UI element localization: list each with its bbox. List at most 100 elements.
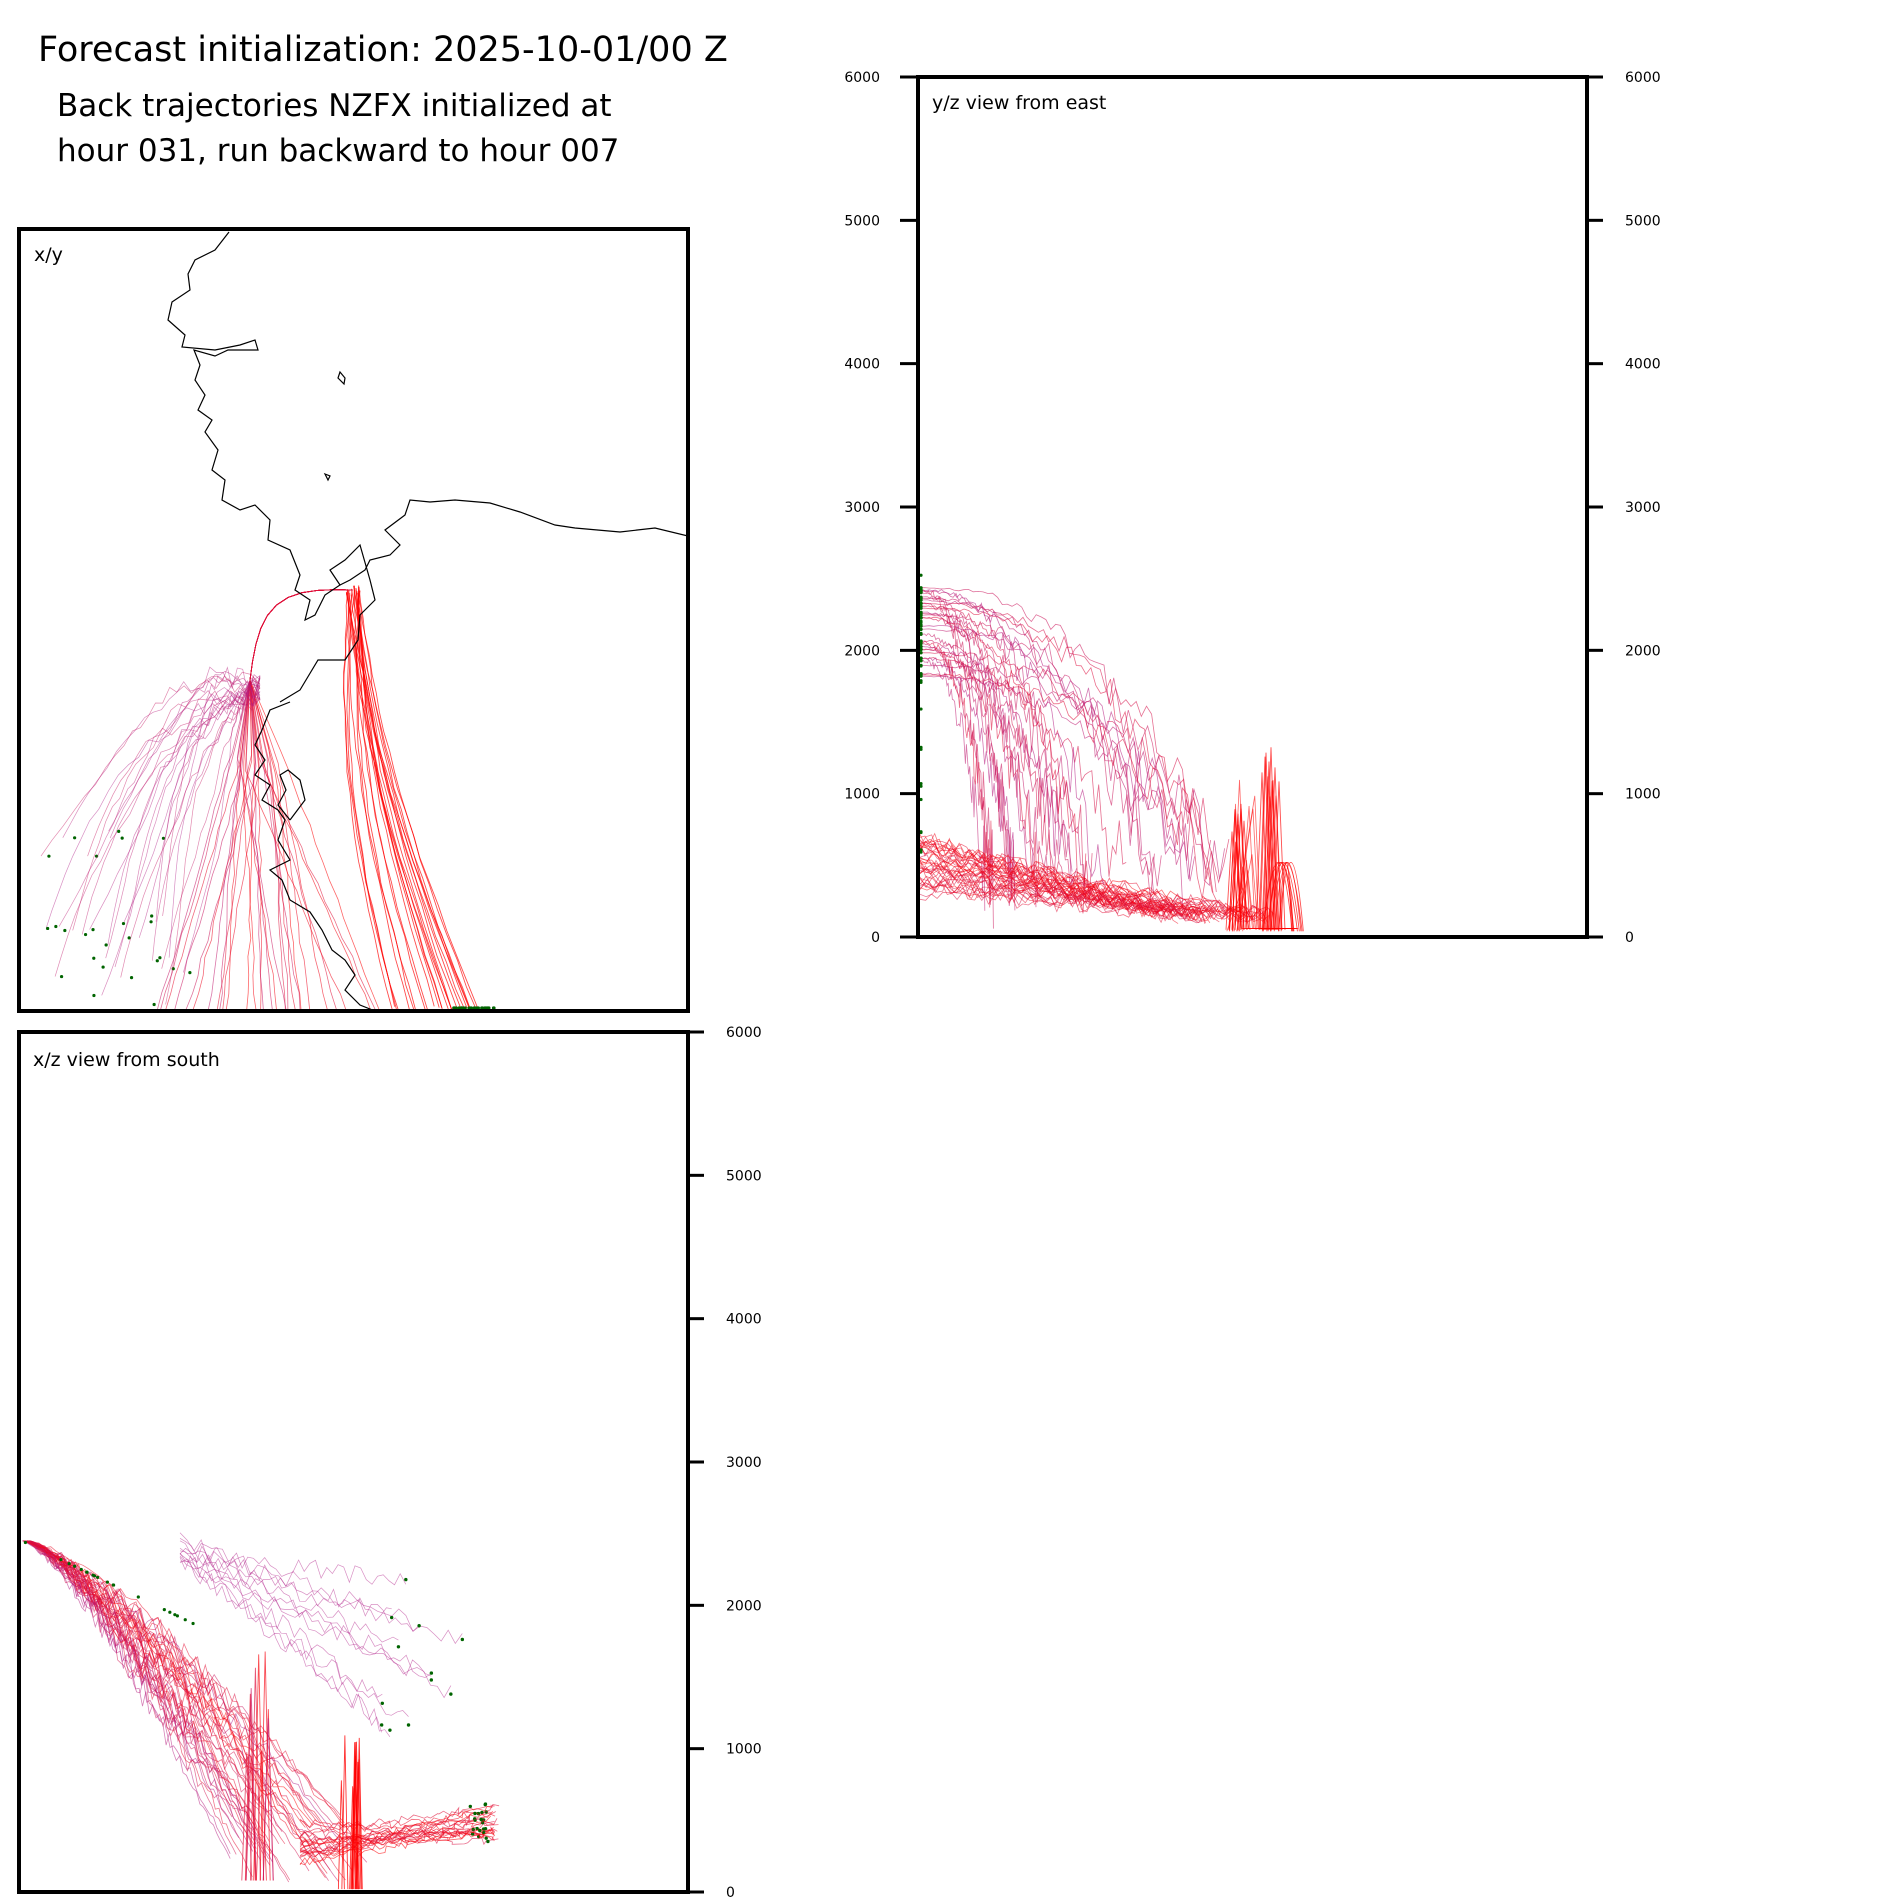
yz-endpoint bbox=[919, 659, 923, 663]
xz-axis-ticks: 0 1000 2000 3000 4000 5000 6000 bbox=[688, 1025, 762, 1900]
yz-endpoint bbox=[919, 613, 923, 617]
yz-trajectory-line bbox=[919, 587, 1211, 870]
xy-endpoint bbox=[472, 1006, 476, 1010]
xy-trajectory-line bbox=[138, 675, 261, 938]
yz-tick-label: 2000 bbox=[1625, 643, 1661, 659]
xz-spike bbox=[337, 1780, 345, 1890]
xy-endpoint bbox=[101, 965, 105, 969]
xz-endpoint bbox=[396, 1645, 401, 1649]
xz-trajectory-line bbox=[299, 1804, 495, 1837]
xy-trajectory-line bbox=[168, 690, 261, 958]
xz-endpoint bbox=[470, 1832, 475, 1836]
xz-endpoint bbox=[23, 1540, 28, 1545]
yz-left-tick-label: 4000 bbox=[844, 357, 880, 373]
xz-tick-label: 4000 bbox=[726, 1312, 762, 1328]
yz-trajectory-line bbox=[919, 640, 993, 908]
yz-endpoint bbox=[919, 610, 923, 615]
xz-spike bbox=[341, 1735, 349, 1890]
island-1 bbox=[337, 370, 346, 386]
xy-panel-title: x/y bbox=[34, 244, 63, 266]
yz-tick-label: 3000 bbox=[1625, 500, 1661, 516]
xz-trajectory-line bbox=[27, 1540, 231, 1859]
xz-endpoint bbox=[162, 1608, 166, 1612]
xz-trajectory-line bbox=[299, 1806, 493, 1866]
yz-trajectory-line bbox=[919, 878, 1275, 922]
xz-trajectory-line bbox=[179, 1553, 383, 1733]
xz-endpoint bbox=[429, 1671, 434, 1675]
xy-endpoint bbox=[492, 1006, 496, 1010]
xz-trajectory-line bbox=[179, 1537, 409, 1717]
xz-endpoint bbox=[476, 1811, 481, 1816]
xy-endpoint bbox=[485, 1006, 490, 1010]
xy-trajectory-line bbox=[249, 589, 354, 1011]
yz-trajectory-line bbox=[919, 867, 1203, 921]
xy-trajectory-line bbox=[108, 671, 261, 832]
xz-endpoint bbox=[105, 1580, 110, 1584]
yz-endpoint bbox=[919, 647, 923, 652]
xz-endpoint bbox=[389, 1615, 394, 1620]
xz-endpoint bbox=[136, 1595, 140, 1599]
yz-endpoint bbox=[919, 627, 923, 632]
xz-endpoint bbox=[183, 1618, 187, 1622]
yz-endpoint bbox=[919, 639, 923, 643]
yz-endpoint bbox=[919, 782, 923, 786]
xy-trajectory-line bbox=[345, 592, 453, 1011]
xy-endpoint bbox=[127, 936, 131, 940]
xz-tick-label: 0 bbox=[726, 1885, 735, 1900]
yz-trajectory-line bbox=[919, 832, 1166, 920]
xz-trajectory-line bbox=[28, 1540, 271, 1866]
xz-trajectory-line bbox=[26, 1540, 339, 1882]
yz-tick-label: 5000 bbox=[1625, 213, 1661, 229]
subtitle-line-1: Back trajectories NZFX initialized at bbox=[57, 88, 612, 124]
yz-trajectory-line bbox=[919, 651, 1217, 893]
xy-trajectory-line bbox=[358, 585, 435, 1007]
xy-trajectory-line bbox=[45, 683, 261, 929]
yz-trajectory-line bbox=[919, 840, 1251, 918]
xy-endpoint bbox=[468, 1006, 473, 1010]
xz-endpoint bbox=[73, 1564, 77, 1568]
xz-trajectory-line bbox=[25, 1540, 258, 1831]
xy-trajectory-line bbox=[236, 589, 354, 1011]
xy-endpoint bbox=[73, 836, 77, 840]
xy-endpoint bbox=[92, 993, 96, 998]
yz-spike bbox=[1242, 870, 1292, 932]
yz-left-tick-label: 3000 bbox=[844, 500, 880, 516]
xy-endpoint bbox=[155, 959, 159, 963]
xy-endpoint bbox=[158, 956, 162, 960]
xz-endpoint bbox=[473, 1811, 477, 1816]
xy-trajectory-line bbox=[87, 675, 261, 857]
yz-trajectory-line bbox=[920, 614, 1155, 901]
xy-trajectory-line bbox=[353, 585, 461, 1007]
xz-trajectory-line bbox=[299, 1820, 495, 1858]
xy-trajectory-line bbox=[357, 592, 478, 1011]
xz-trajectory-line bbox=[179, 1552, 383, 1698]
yz-endpoint bbox=[919, 641, 923, 646]
yz-left-tick-label: 2000 bbox=[844, 643, 880, 659]
xy-endpoint bbox=[117, 829, 121, 833]
coastline-inner bbox=[277, 769, 306, 821]
xy-trajectory-line bbox=[174, 589, 354, 1011]
xy-trajectory-line bbox=[185, 589, 354, 1011]
xy-trajectory-line bbox=[58, 677, 261, 927]
yz-trajectory-line bbox=[919, 591, 1013, 906]
yz-panel-title: y/z view from east bbox=[932, 92, 1106, 114]
yz-trajectory-line bbox=[919, 838, 1170, 918]
yz-spike bbox=[1225, 831, 1239, 930]
xz-endpoint bbox=[406, 1723, 411, 1727]
yz-trajectory-line bbox=[919, 869, 1260, 921]
yz-left-tick-label: 5000 bbox=[844, 213, 880, 229]
xz-trajectory-line bbox=[179, 1555, 391, 1738]
xy-trajectory-line bbox=[239, 589, 354, 1011]
yz-endpoint bbox=[919, 623, 923, 627]
yz-spike bbox=[1266, 862, 1300, 932]
yz-endpoint bbox=[919, 616, 923, 620]
yz-trajectory-line bbox=[920, 639, 1065, 883]
yz-trajectory-line bbox=[919, 616, 1059, 899]
yz-spike bbox=[1266, 780, 1280, 930]
xy-endpoint bbox=[150, 914, 154, 918]
xy-trajectory-line bbox=[249, 589, 354, 1011]
yz-spike bbox=[1265, 781, 1279, 930]
xz-endpoint bbox=[79, 1567, 83, 1572]
subtitle-line-2: hour 031, run backward to hour 007 bbox=[57, 133, 620, 169]
yz-spike bbox=[1259, 752, 1273, 930]
